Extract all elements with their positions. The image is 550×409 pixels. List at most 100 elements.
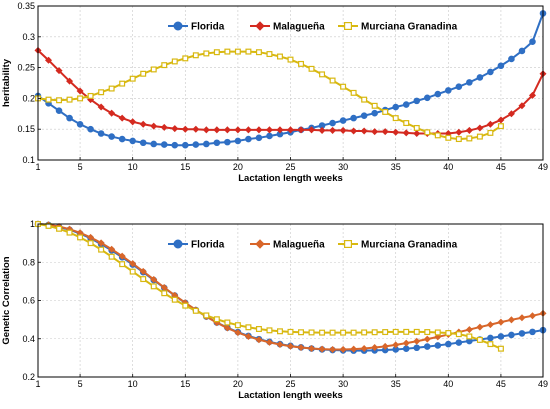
x-tick-label: 15 — [180, 379, 190, 389]
x-tick-label: 45 — [496, 379, 506, 389]
data-point — [129, 75, 136, 82]
data-point — [361, 329, 368, 336]
data-point — [455, 83, 463, 90]
data-point — [528, 91, 536, 99]
data-point — [118, 252, 126, 260]
data-point — [392, 328, 399, 335]
data-point — [350, 89, 357, 96]
data-point — [66, 114, 73, 122]
data-point — [381, 342, 389, 350]
data-point — [87, 125, 94, 133]
data-point — [276, 53, 283, 60]
data-point — [371, 102, 378, 109]
data-point — [171, 141, 179, 149]
legend-marker — [255, 239, 265, 249]
y-tick-label: 0.15 — [17, 124, 35, 134]
data-point — [402, 101, 410, 108]
y-tick-label: 0.2 — [22, 372, 35, 382]
x-tick-label: 20 — [233, 162, 243, 172]
data-point — [213, 126, 221, 134]
data-point — [413, 328, 420, 335]
data-point — [223, 324, 231, 332]
data-point — [276, 340, 284, 348]
data-point — [455, 136, 462, 143]
data-point — [308, 126, 316, 134]
data-point — [56, 225, 63, 232]
y-tick-label: 0.6 — [22, 296, 35, 306]
data-point — [255, 126, 263, 134]
legend-marker — [173, 239, 183, 249]
data-point — [108, 85, 115, 92]
data-point — [244, 126, 252, 134]
data-point — [192, 307, 199, 314]
x-tick-label: 40 — [443, 162, 453, 172]
data-point — [108, 133, 115, 140]
data-point — [76, 120, 84, 128]
data-point — [224, 138, 231, 146]
data-point — [265, 126, 273, 134]
data-point — [308, 344, 316, 353]
data-point — [423, 343, 431, 350]
data-point — [371, 109, 378, 117]
data-point — [413, 124, 420, 131]
data-point — [350, 345, 358, 353]
data-point — [518, 314, 526, 322]
data-point — [87, 92, 94, 99]
data-point — [234, 322, 241, 329]
data-point — [466, 135, 473, 142]
data-point — [129, 268, 136, 275]
y-tick-label: 0.4 — [22, 334, 35, 344]
data-point — [508, 331, 515, 339]
data-point — [276, 328, 283, 335]
data-point — [319, 71, 326, 78]
data-point — [423, 94, 431, 102]
data-point — [476, 74, 484, 81]
data-point — [487, 334, 494, 342]
x-tick-label: 5 — [78, 162, 83, 172]
data-point — [160, 141, 168, 148]
data-point — [382, 108, 389, 115]
data-point — [340, 329, 347, 336]
x-tick-label: 35 — [391, 379, 401, 389]
data-point — [329, 126, 337, 134]
y-tick-label: 0.8 — [22, 257, 35, 267]
data-point — [286, 126, 295, 134]
data-point — [339, 126, 347, 134]
data-point — [129, 118, 137, 126]
legend-item: Malagueña — [250, 239, 325, 251]
data-point — [434, 132, 441, 139]
data-point — [297, 126, 305, 134]
data-point — [45, 96, 52, 103]
legend-label: Malagueña — [273, 240, 325, 251]
data-point — [497, 333, 505, 340]
data-point — [182, 302, 189, 309]
x-tick-label: 15 — [180, 162, 190, 172]
data-point — [266, 132, 273, 140]
data-point — [150, 66, 157, 73]
data-point — [465, 126, 473, 134]
data-point — [392, 103, 400, 111]
data-point — [434, 333, 442, 341]
data-point — [423, 335, 431, 343]
data-point — [77, 95, 84, 102]
data-point — [192, 141, 200, 148]
data-point — [244, 332, 252, 340]
legend: Florida Malagueña Murciana Granadina — [168, 21, 458, 33]
data-point — [97, 130, 105, 137]
data-point — [445, 340, 452, 348]
y-axis-label: heritability — [1, 58, 12, 107]
x-tick-label: 25 — [285, 379, 295, 389]
legend-marker — [255, 21, 265, 31]
data-point — [371, 128, 379, 136]
x-tick-label: 30 — [338, 379, 348, 389]
data-point — [66, 96, 73, 103]
y-tick-label: 0.3 — [22, 32, 35, 42]
data-point — [392, 128, 400, 136]
data-point — [350, 329, 357, 336]
data-point — [497, 345, 504, 352]
data-point — [98, 89, 105, 96]
data-point — [76, 87, 84, 95]
x-tick-label: 35 — [391, 162, 401, 172]
legend-marker — [344, 22, 353, 31]
data-point — [403, 328, 410, 335]
